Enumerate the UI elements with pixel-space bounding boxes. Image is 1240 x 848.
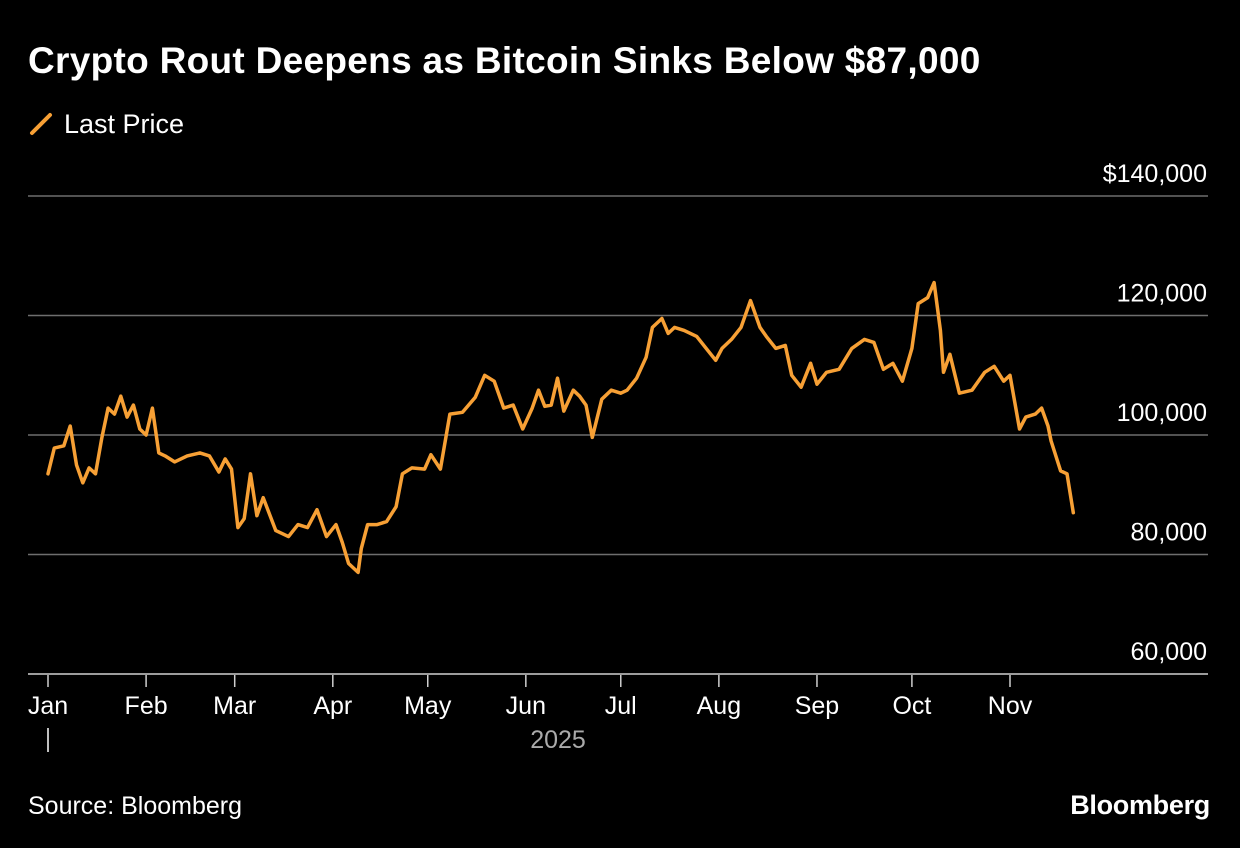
y-tick-label-100000: 100,000 [1117,399,1207,427]
series-line-last-price [46,280,1076,575]
chart-title: Crypto Rout Deepens as Bitcoin Sinks Bel… [28,40,981,81]
bloomberg-logo: Bloomberg [1070,790,1210,820]
x-tick-label-oct: Oct [892,692,931,720]
chart-legend: Last Price [28,106,184,142]
x-tick-label-sep: Sep [795,692,839,720]
x-axis: Jan Feb Mar Apr May Jun Jul Aug Sep Oct Nov [28,675,1033,720]
y-tick-label-60000: 60,000 [1131,638,1207,666]
y-tick-label-140000: $140,000 [1103,160,1207,188]
x-tick-label-feb: Feb [125,692,168,720]
x-tick-label-jul: Jul [605,692,637,720]
y-tick-label-120000: 120,000 [1117,280,1207,308]
x-tick-label-jun: Jun [506,692,546,720]
x-axis-year-label: 2025 [530,726,586,754]
y-tick-label-80000: 80,000 [1131,519,1207,547]
x-tick-label-nov: Nov [988,692,1033,720]
source-note: Source: Bloomberg [28,792,243,820]
y-axis-labels: $140,000 120,000 100,000 80,000 60,000 [1103,160,1207,666]
x-tick-label-apr: Apr [313,692,352,720]
gridlines [28,195,1208,675]
x-tick-label-aug: Aug [697,692,741,720]
legend-line-icon [30,113,52,135]
x-tick-label-jan: Jan [28,692,68,720]
x-tick-label-mar: Mar [213,692,256,720]
x-tick-label-may: May [404,692,452,720]
legend-label-last-price: Last Price [64,108,185,139]
